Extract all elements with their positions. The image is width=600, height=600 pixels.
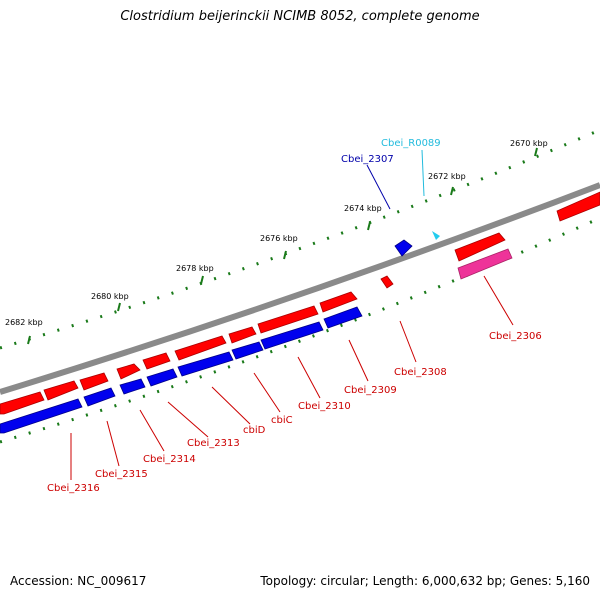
gene-cbei-2308b[interactable] (380, 275, 394, 289)
label-leaders (70, 149, 514, 480)
forward-genes[interactable] (0, 191, 600, 415)
scale-label: 2678 kbp (176, 264, 214, 273)
gene-cbei-2316[interactable] (0, 391, 45, 415)
gene-label-cbei-2314[interactable]: Cbei_2314 (143, 454, 196, 465)
gene-cbei-2310[interactable] (228, 326, 257, 344)
reverse-genes[interactable] (0, 239, 413, 434)
gene-rev-5[interactable] (177, 351, 234, 377)
gene-cbei-2313[interactable] (116, 363, 141, 380)
gene-label-cbei-2316[interactable]: Cbei_2316 (47, 483, 100, 494)
gene-label-cbei-2313[interactable]: Cbei_2313 (187, 438, 240, 449)
scale-label: 2680 kbp (91, 292, 129, 301)
scale-label: 2682 kbp (5, 318, 43, 327)
gene-cbei-2306-rna[interactable] (457, 248, 513, 280)
gene-rev-3[interactable] (119, 378, 146, 395)
gene-rev-6[interactable] (231, 341, 264, 360)
gene-label-cbid[interactable]: cbiD (243, 425, 266, 436)
gene-rev-8[interactable] (323, 306, 363, 329)
gene-label-cbei-2307[interactable]: Cbei_2307 (341, 154, 394, 165)
gene-rev-7[interactable] (260, 321, 324, 350)
gene-cbei-2312[interactable] (142, 352, 171, 370)
inner-scale-ring (0, 216, 600, 444)
scale-labels: 2670 kbp 2672 kbp 2674 kbp 2676 kbp 2678… (5, 139, 548, 327)
gene-rev-1[interactable] (0, 398, 83, 434)
gene-cbei-2315[interactable] (43, 380, 79, 401)
scale-label: 2674 kbp (344, 204, 382, 213)
scale-label: 2670 kbp (510, 139, 548, 148)
gene-cbei-2305[interactable] (556, 191, 600, 222)
gene-cbei-2314[interactable] (79, 372, 109, 391)
gene-cbei-2311[interactable] (174, 335, 227, 361)
gene-cbei-2306[interactable] (454, 232, 506, 262)
outer-scale-ring (0, 128, 600, 350)
map-title: Clostridium beijerinckii NCIMB 8052, com… (120, 9, 480, 24)
major-ticks (27, 147, 538, 345)
gene-rev-2[interactable] (83, 387, 116, 407)
scale-label: 2672 kbp (428, 172, 466, 181)
trna-cbei-r0089[interactable] (432, 231, 440, 240)
scale-label: 2676 kbp (260, 234, 298, 243)
gene-label-cbei-r0089[interactable]: Cbei_R0089 (381, 138, 441, 149)
genome-backbone (0, 182, 600, 395)
gene-label-cbei-2308[interactable]: Cbei_2308 (394, 367, 447, 378)
gene-label-cbei-2306[interactable]: Cbei_2306 (489, 331, 542, 342)
gene-label-cbic[interactable]: cbiC (271, 415, 293, 426)
gene-label-cbei-2310[interactable]: Cbei_2310 (298, 401, 351, 412)
gene-label-cbei-2315[interactable]: Cbei_2315 (95, 469, 148, 480)
gene-rev-4[interactable] (146, 368, 178, 387)
gene-cbei-2308[interactable] (319, 291, 358, 313)
gene-cbei-2307[interactable] (394, 239, 413, 257)
gene-cbei-2309[interactable] (257, 305, 319, 334)
genome-summary-text: Topology: circular; Length: 6,000,632 bp… (260, 574, 590, 588)
gene-label-cbei-2309[interactable]: Cbei_2309 (344, 385, 397, 396)
accession-text: Accession: NC_009617 (10, 574, 147, 588)
gene-labels: Cbei_R0089 Cbei_2307 Cbei_2306 Cbei_2308… (47, 138, 542, 494)
